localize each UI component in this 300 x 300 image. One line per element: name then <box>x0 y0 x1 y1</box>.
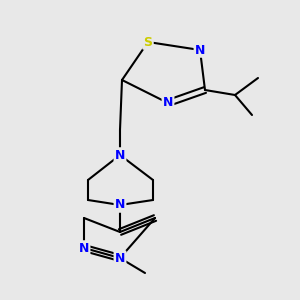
Text: N: N <box>195 44 205 56</box>
Text: N: N <box>115 199 125 212</box>
Text: N: N <box>79 242 89 254</box>
Text: S: S <box>143 35 152 49</box>
Text: N: N <box>163 97 173 110</box>
Text: N: N <box>115 251 125 265</box>
Text: N: N <box>115 148 125 161</box>
